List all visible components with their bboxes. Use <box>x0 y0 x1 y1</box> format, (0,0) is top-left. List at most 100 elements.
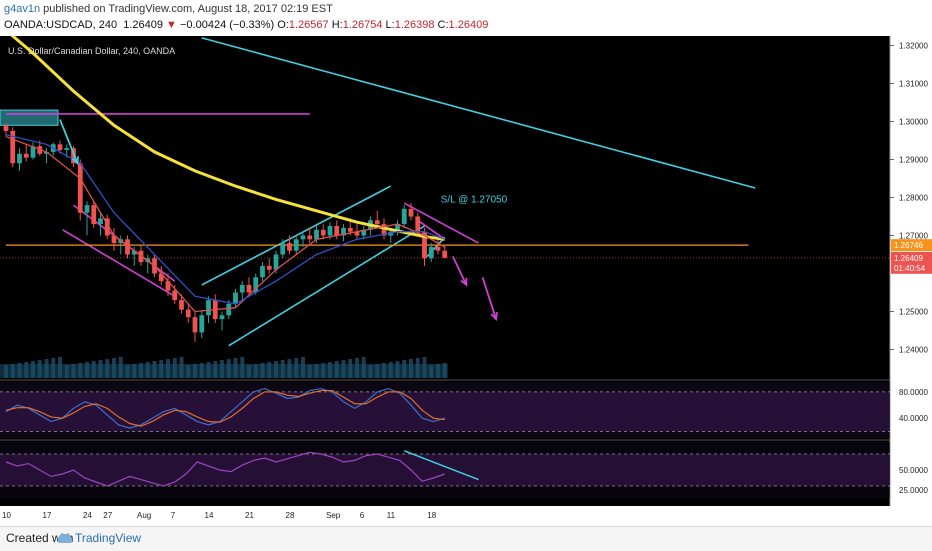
candle-up <box>341 227 346 236</box>
time-tick-label: Sep <box>326 511 341 520</box>
candle-down <box>10 131 16 164</box>
candle-down <box>71 148 76 164</box>
wedge-lower <box>417 219 446 240</box>
ohlc-value: 1.26398 <box>394 19 438 31</box>
symbol-info: OANDA:USDCAD, 240 1.26409 ▼ −0.00424 (−0… <box>4 19 488 31</box>
supply-zone-box <box>0 109 59 126</box>
trading-chart[interactable]: 1.32000 1.31000 1.30000 1.29000 1.28000 1.270… <box>0 36 932 524</box>
rsi-band <box>0 454 890 486</box>
price-tick-label: 1.25000 <box>899 308 928 317</box>
candle-down <box>158 273 164 282</box>
line-level-box <box>891 239 932 252</box>
time-tick-label: 14 <box>205 511 214 520</box>
stochastic-d <box>5 389 445 427</box>
candle-down <box>415 216 421 232</box>
series-ema <box>10 36 445 241</box>
candle-up <box>219 315 225 320</box>
candle-up <box>131 250 137 255</box>
time-tick-label: 21 <box>245 511 254 520</box>
time-tick-label: 27 <box>103 511 112 520</box>
candle-down <box>307 235 313 240</box>
symbol-label: OANDA:USDCAD, 240 <box>4 19 118 31</box>
candle-up <box>401 208 407 225</box>
candle-down <box>192 317 198 333</box>
ohlc-values: O:1.26567 H:1.26754 L:1.26398 C:1.26409 <box>277 19 488 31</box>
time-tick-label: 7 <box>171 511 176 520</box>
username-link[interactable]: g4av1n <box>4 3 41 15</box>
brand-name: TradingView <box>75 531 142 545</box>
time-tick-label: Aug <box>137 511 151 520</box>
price-tick-label: 1.27000 <box>899 232 928 241</box>
time-tick-label: 24 <box>83 511 92 520</box>
candle-down <box>442 250 448 258</box>
stop-loss-label: S/L @ 1.27050 <box>441 194 508 205</box>
candle-up <box>428 246 434 259</box>
candle-up <box>98 218 103 225</box>
stochastic-tick: 80.0000 <box>899 388 928 397</box>
down-arrow-icon: ▼ <box>166 19 177 31</box>
ohlc-value: 1.26754 <box>342 19 386 31</box>
candle-up <box>30 146 36 158</box>
cyan-arrow-head <box>71 156 79 166</box>
candle-up <box>239 284 245 293</box>
countdown: 01:40:54 <box>894 264 926 273</box>
tradingview-logo[interactable]: TradingView <box>58 531 141 545</box>
candle-down <box>287 243 292 251</box>
candle-down <box>266 265 272 270</box>
candle-down <box>347 227 353 232</box>
line-level: 1.26746 <box>894 241 923 250</box>
candle-up <box>273 254 279 270</box>
candle-down <box>246 284 252 293</box>
change-value: −0.00424 (−0.33%) <box>180 19 275 31</box>
candle-up <box>327 226 333 236</box>
candle-down <box>320 229 326 236</box>
ohlc-key: H: <box>331 19 343 31</box>
candle-down <box>3 125 9 131</box>
candle-down <box>57 144 63 150</box>
last-price-box <box>891 251 932 264</box>
last-price: 1.26409 <box>894 254 923 263</box>
time-tick-label: 28 <box>286 511 295 520</box>
stochastic-band <box>0 391 890 432</box>
candle-up <box>233 292 238 304</box>
candle-down <box>381 224 387 236</box>
ohlc-key: C: <box>437 19 449 31</box>
ohlc-key: L: <box>385 19 395 31</box>
price-tick-label: 1.30000 <box>899 118 928 127</box>
rsi-rsi <box>5 451 445 487</box>
candle-up <box>253 277 259 293</box>
candle-down <box>125 239 130 255</box>
cloud-icon <box>58 534 72 544</box>
candle-down <box>111 235 117 244</box>
magenta-arrow-1 <box>452 256 468 286</box>
candle-down <box>172 290 178 301</box>
candle-down <box>77 163 83 213</box>
long-downtrend-line <box>201 37 756 189</box>
candle-down <box>91 205 97 225</box>
last-price-header: 1.26409 <box>123 19 163 31</box>
ohlc-value: 1.26409 <box>448 19 489 31</box>
candle-up <box>84 205 90 213</box>
candle-up <box>260 265 265 278</box>
candle-down <box>408 208 414 217</box>
stochastic-tick: 40.0000 <box>899 414 928 423</box>
time-tick-label: 18 <box>427 511 436 520</box>
candle-up <box>395 224 400 232</box>
descending-channel-lower <box>62 229 176 297</box>
wedge-upper <box>403 202 479 244</box>
created-with-text: Created with <box>6 531 74 545</box>
time-tick-label: 17 <box>43 511 52 520</box>
volume-band <box>0 364 448 378</box>
candle-down <box>23 153 29 158</box>
candle-up <box>314 229 319 240</box>
ascending-channel-lower <box>228 225 425 347</box>
ohlc-value: 1.26567 <box>288 19 332 31</box>
candle-down <box>354 231 360 236</box>
magenta-arrow-2 <box>481 277 497 320</box>
candle-up <box>226 303 232 316</box>
magenta-arrow-1-head <box>460 277 468 287</box>
candle-up <box>280 243 286 255</box>
candle-down <box>165 281 171 291</box>
candle-down <box>334 226 340 236</box>
chart-title: U.S. Dollar/Canadian Dollar, 240, OANDA <box>8 46 175 56</box>
